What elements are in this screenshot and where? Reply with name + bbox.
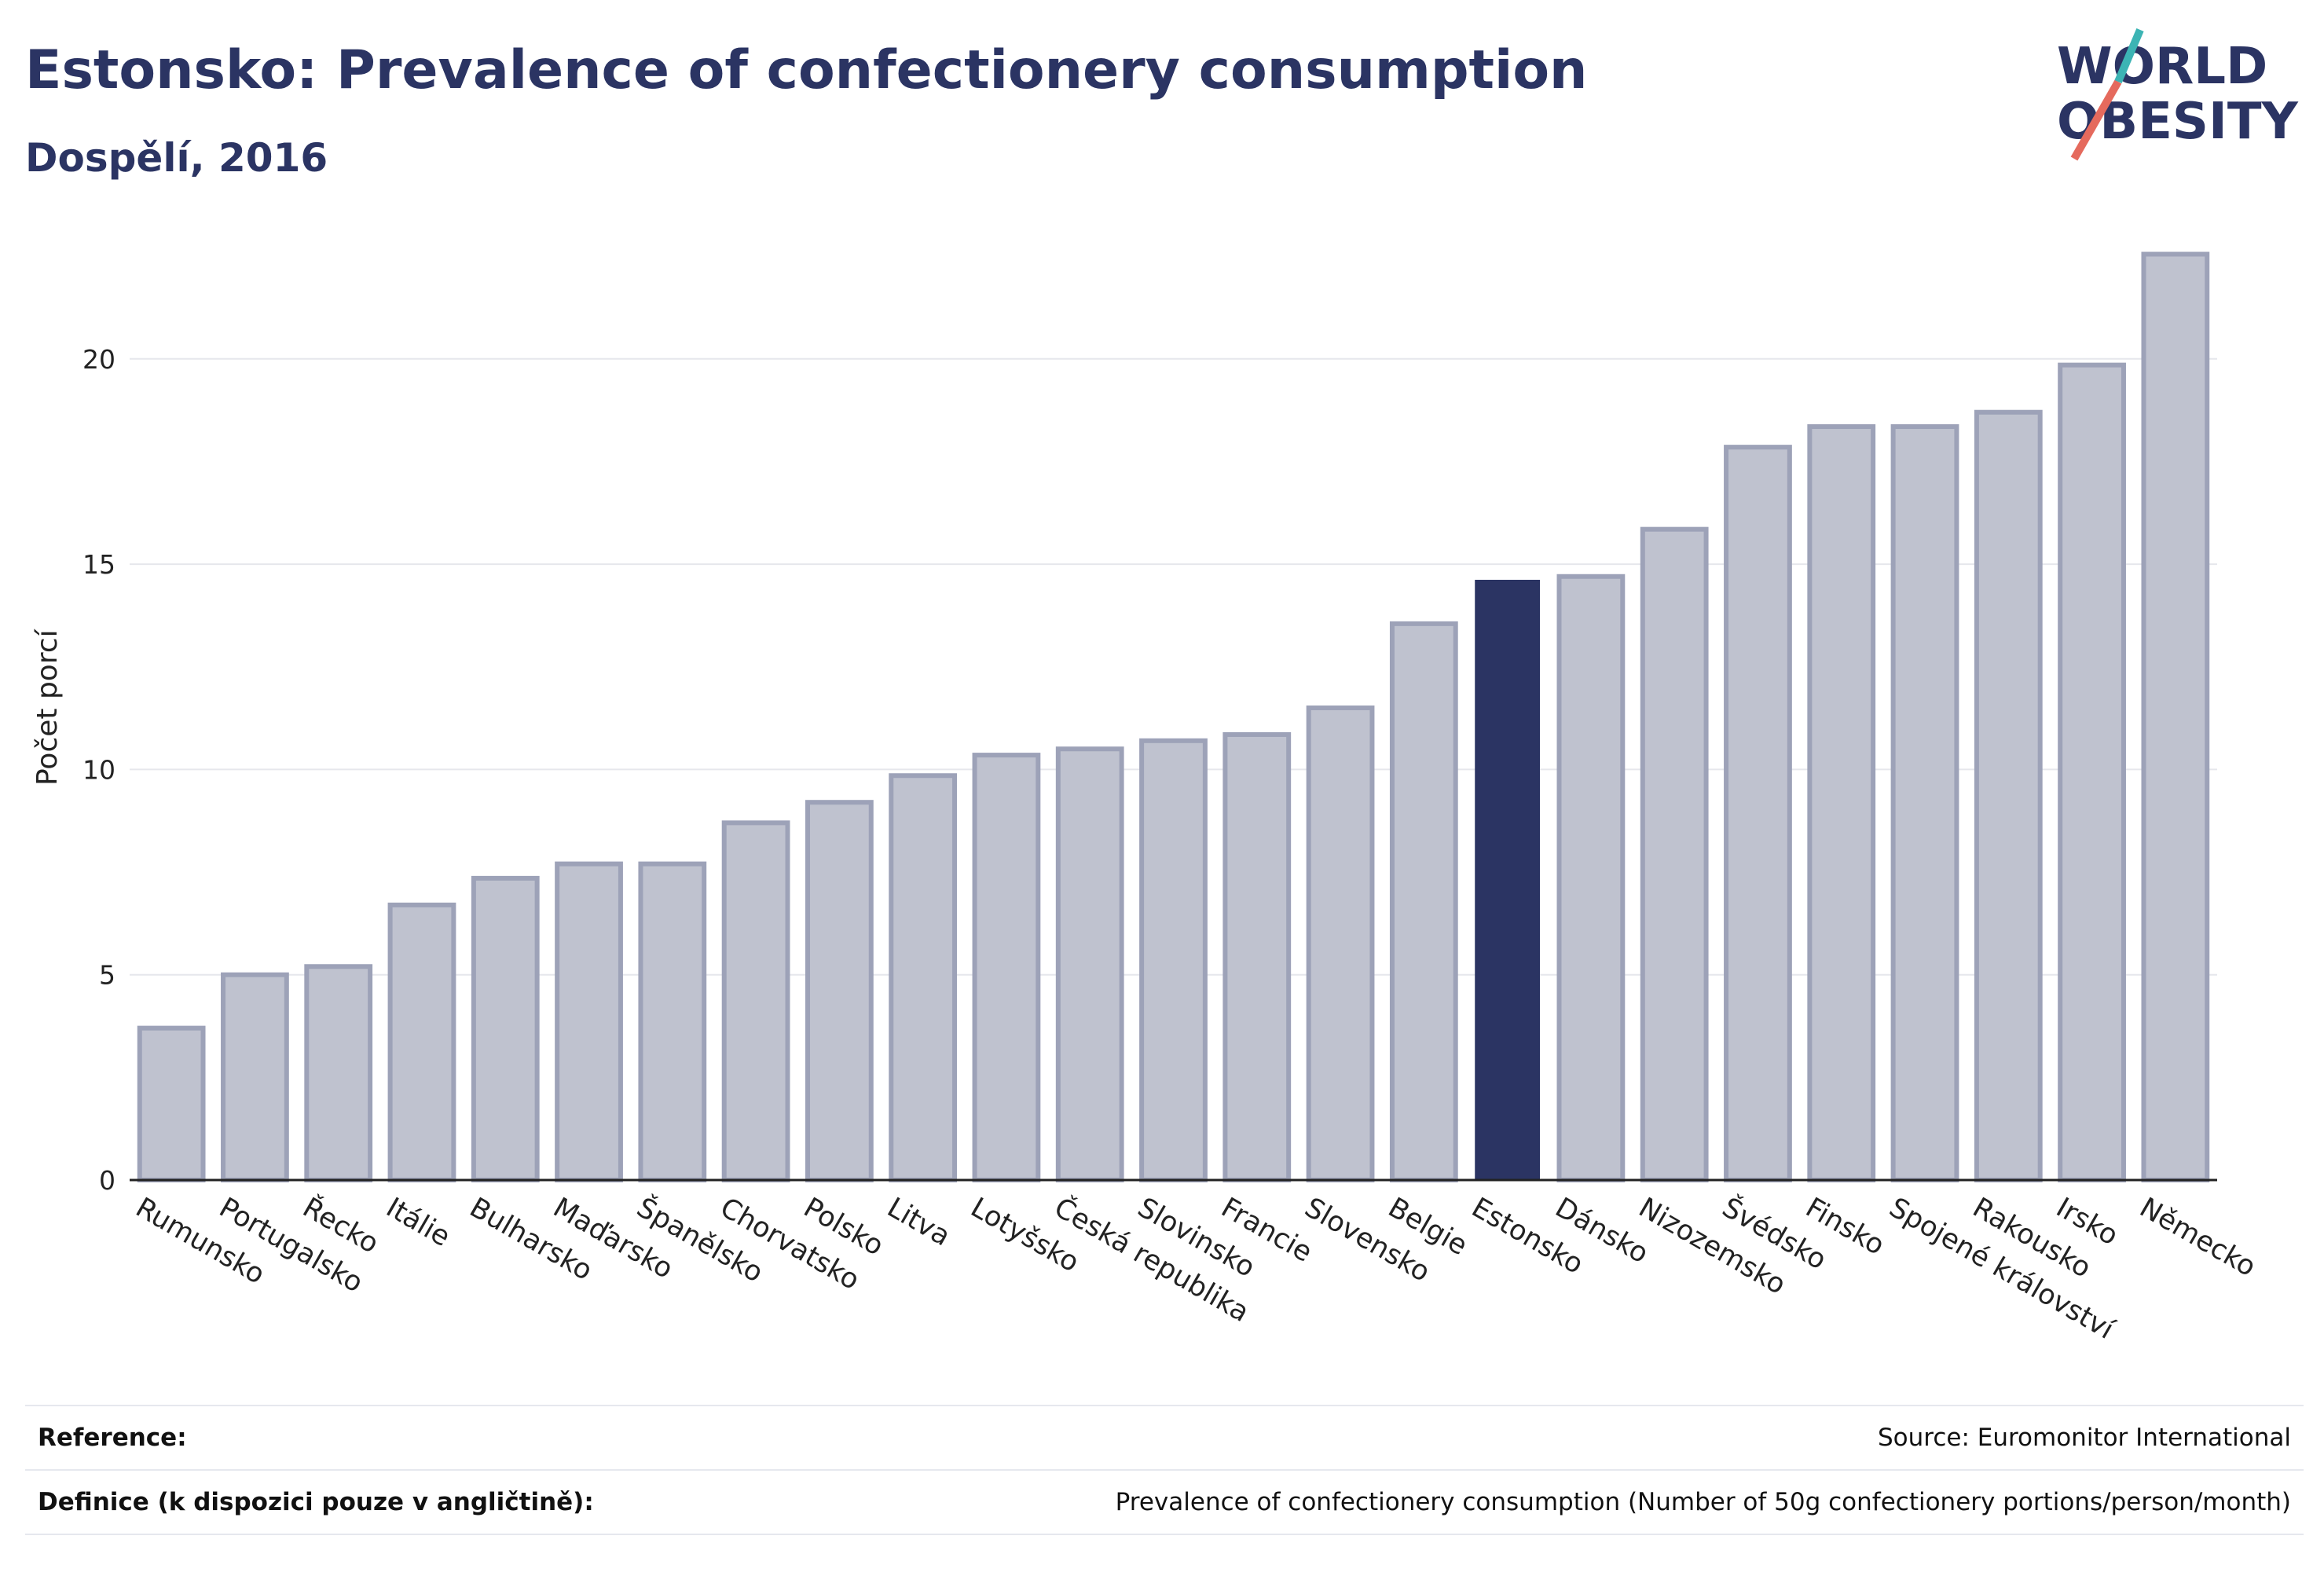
world-obesity-logo: WORLD OBESITY bbox=[2057, 28, 2298, 161]
bar bbox=[2141, 251, 2210, 1183]
bar bbox=[889, 773, 958, 1182]
bar bbox=[721, 820, 790, 1182]
bar bbox=[1389, 621, 1458, 1182]
y-tick-label: 15 bbox=[82, 549, 115, 580]
x-category-label: Německo bbox=[2135, 1192, 2261, 1283]
bar bbox=[137, 1025, 206, 1182]
bar bbox=[1222, 731, 1292, 1182]
bar bbox=[2058, 362, 2126, 1183]
definition-label: Definice (k dispozici pouze v angličtině… bbox=[38, 1488, 594, 1516]
y-tick-label: 0 bbox=[99, 1165, 115, 1196]
definition-value: Prevalence of confectionery consumption … bbox=[1115, 1488, 2291, 1516]
axes: 0 5 10 15 20 bbox=[82, 344, 2217, 1196]
x-category-label: Litva bbox=[882, 1192, 955, 1252]
y-axis-label: Počet porcí bbox=[31, 629, 64, 786]
bar bbox=[1055, 746, 1124, 1182]
bar bbox=[221, 972, 289, 1183]
x-category-label: Itálie bbox=[381, 1192, 456, 1253]
bar bbox=[1640, 526, 1709, 1182]
bar bbox=[1475, 579, 1541, 1181]
reference-label: Reference: bbox=[38, 1424, 187, 1452]
bar bbox=[972, 753, 1041, 1182]
bar bbox=[1890, 424, 1959, 1182]
bar bbox=[1807, 424, 1876, 1182]
y-tick-label: 5 bbox=[99, 960, 115, 991]
bars bbox=[137, 251, 2210, 1183]
bar bbox=[638, 861, 707, 1182]
chart-subtitle: Dospělí, 2016 bbox=[25, 135, 328, 181]
bar bbox=[1306, 706, 1375, 1182]
chart-title: Estonsko: Prevalence of confectionery co… bbox=[25, 39, 1588, 101]
bar bbox=[1724, 445, 1792, 1182]
y-tick-label: 10 bbox=[82, 754, 115, 785]
bar bbox=[805, 800, 874, 1182]
bar bbox=[304, 964, 373, 1183]
bar bbox=[471, 875, 540, 1182]
bar bbox=[1556, 574, 1626, 1182]
bar bbox=[555, 861, 623, 1182]
logo-line1: WORLD bbox=[2057, 38, 2267, 96]
y-tick-label: 20 bbox=[82, 344, 115, 375]
footer-bottom-rule bbox=[25, 1534, 2304, 1535]
reference-row: Reference: Source: Euromonitor Internati… bbox=[25, 1405, 2304, 1471]
bar bbox=[1974, 409, 2043, 1182]
definition-row: Definice (k dispozici pouze v angličtině… bbox=[25, 1469, 2304, 1535]
logo-slash-red bbox=[2070, 79, 2122, 161]
reference-value: Source: Euromonitor International bbox=[1877, 1424, 2291, 1452]
bar bbox=[387, 902, 456, 1182]
logo-slash-teal bbox=[2114, 28, 2144, 83]
bar bbox=[1139, 738, 1208, 1182]
